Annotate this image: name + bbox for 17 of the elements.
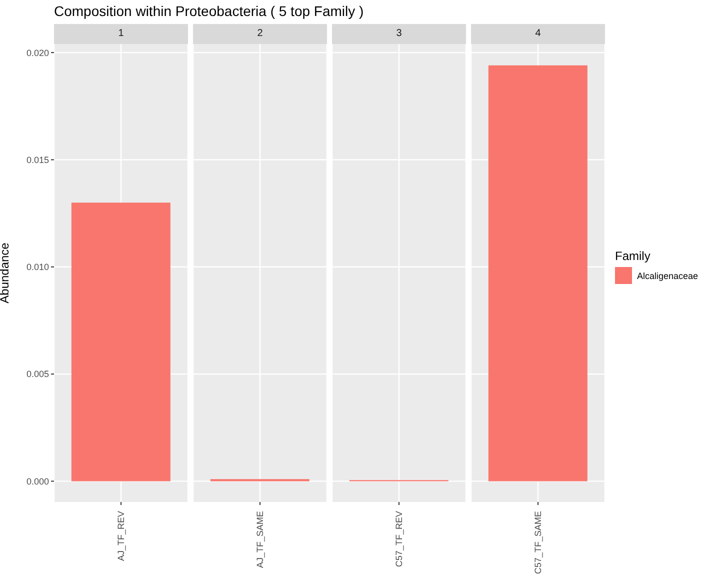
y-tick-label: 0.015 <box>26 154 49 165</box>
text: Composition within Proteobacteria ( 5 top Family ) <box>54 3 364 19</box>
chart-title: 3 <box>332 24 466 44</box>
x-tick-label: AJ_TF_REV <box>116 511 126 562</box>
x-tick-label: C57_TF_REV <box>394 511 404 568</box>
chart-title: 2 <box>193 24 327 44</box>
chart-title: 4 <box>471 24 605 44</box>
y-tick-label: 0.005 <box>26 369 49 380</box>
y-tick-label: 0.010 <box>26 262 49 272</box>
legend-title: Family <box>615 249 652 263</box>
legend-label: Alcaligenaceae <box>637 270 698 280</box>
x-tick-label: C57_TF_SAME <box>533 511 543 574</box>
chart-title: 1 <box>54 24 188 44</box>
x-tick-label: AJ_TF_SAME <box>255 511 265 568</box>
y-axis-title: Abundance <box>0 242 12 304</box>
y-tick-label: 0.020 <box>26 48 49 58</box>
y-tick-label: 0.000 <box>26 476 49 486</box>
